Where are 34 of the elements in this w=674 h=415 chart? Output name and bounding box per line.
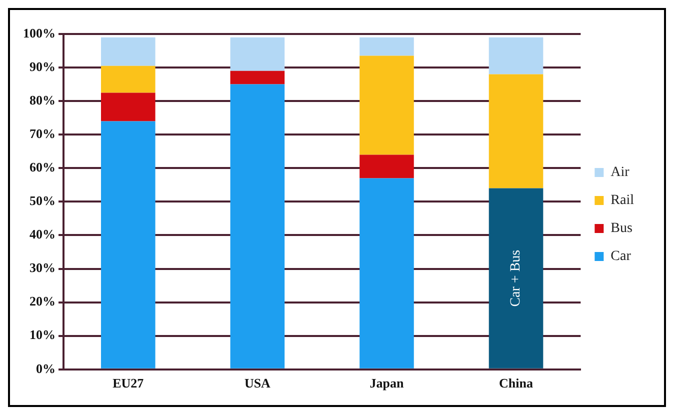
bar — [360, 154, 414, 178]
x-tick-label: China — [499, 376, 534, 391]
bar — [100, 92, 156, 122]
y-tick-label: 100% — [23, 25, 56, 40]
bar — [230, 84, 285, 368]
y-tick-label: 20% — [30, 294, 56, 309]
bar — [100, 121, 156, 368]
y-tick-label: 60% — [30, 160, 56, 175]
x-tick-label: Japan — [370, 376, 404, 391]
bar — [100, 66, 156, 93]
y-tick-label: 80% — [30, 92, 56, 108]
legend-label: Car — [610, 249, 632, 264]
bar — [360, 37, 414, 56]
bar — [360, 56, 414, 155]
legend-label: Rail — [610, 193, 634, 208]
legend-label: Air — [610, 165, 630, 180]
bar — [230, 70, 285, 84]
x-tick-label: USA — [244, 376, 272, 391]
y-tick-label: 40% — [30, 226, 56, 242]
bar — [488, 74, 544, 188]
y-tick-label: 0% — [36, 360, 56, 376]
bar — [360, 178, 414, 368]
y-tick-label: 90% — [30, 58, 56, 74]
y-tick-label: 30% — [30, 260, 56, 276]
y-tick-label: 70% — [30, 126, 56, 141]
bar — [230, 37, 285, 71]
annotation: Car + Bus — [508, 250, 524, 307]
bar — [488, 188, 544, 368]
y-tick-label: 50% — [30, 193, 56, 208]
legend-label: Bus — [610, 221, 632, 236]
x-tick-label: EU27 — [112, 376, 144, 391]
bar — [488, 37, 544, 74]
y-tick-label: 10% — [30, 327, 56, 342]
bar — [100, 37, 156, 66]
